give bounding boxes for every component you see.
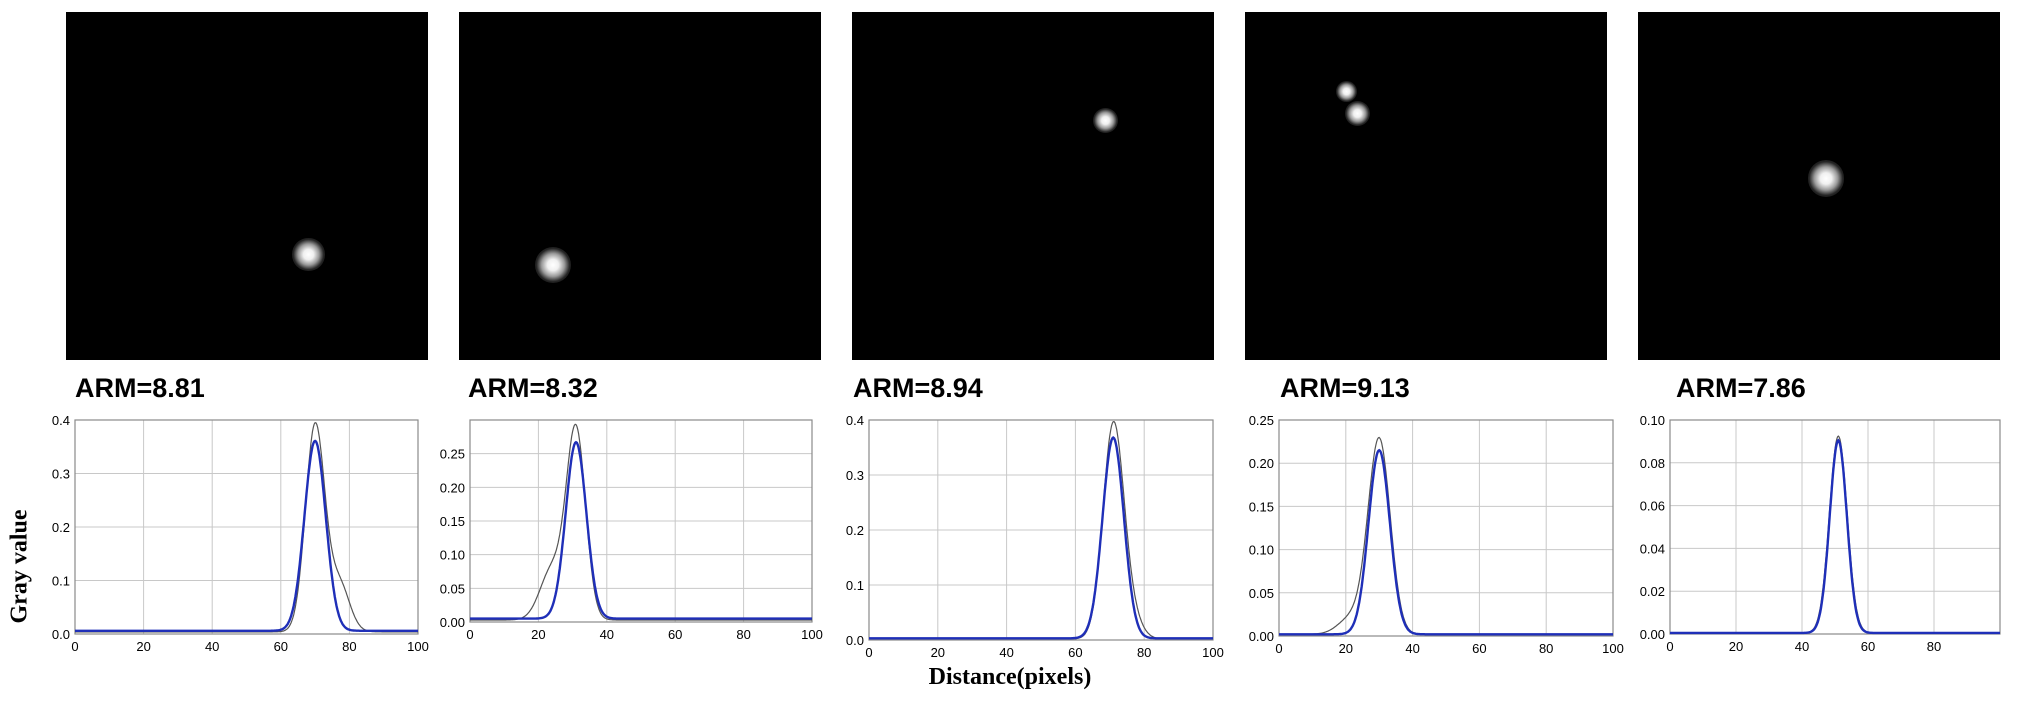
x-tick-label: 0 [865, 645, 872, 660]
fit-profile-line [75, 439, 418, 633]
plot-frame [469, 419, 813, 623]
x-tick-label: 80 [736, 627, 750, 642]
x-tick-label: 0 [1275, 641, 1282, 656]
fit-profile-line [1279, 448, 1613, 636]
y-tick-label: 0.3 [52, 467, 70, 482]
y-tick-label: 0.05 [440, 581, 465, 596]
spot-image-1 [66, 12, 428, 360]
profile-plot-4: 0 20 40 60 80 100 0.00 0.05 0.10 0.15 0.20 0.25 [1249, 413, 1624, 656]
y-tick-label: 0.0 [52, 627, 70, 642]
measured-profile-line [1279, 436, 1613, 635]
y-tick-label: 0.00 [1249, 629, 1274, 644]
x-tick-label: 20 [136, 639, 150, 654]
arm-label-1: ARM=8.81 [75, 373, 205, 403]
fit-profile-line [1670, 438, 2000, 635]
y-tick-label: 0.25 [440, 447, 465, 462]
spot-image-4 [1245, 12, 1607, 360]
x-axis-label: Distance(pixels) [928, 664, 1092, 690]
bright-spot [1344, 100, 1370, 127]
x-tick-label: 0 [1666, 639, 1673, 654]
y-tick-label: 0.08 [1640, 456, 1665, 471]
bright-spot [292, 238, 325, 271]
plot-frame [1278, 419, 1614, 637]
x-tick-label: 80 [1137, 645, 1151, 660]
bright-spot [535, 247, 572, 284]
x-tick-label: 20 [1339, 641, 1353, 656]
x-tick-label: 100 [1602, 641, 1624, 656]
y-tick-label: 0.20 [1249, 456, 1274, 471]
arm-label-2: ARM=8.32 [468, 373, 598, 403]
y-tick-label: 0.25 [1249, 413, 1274, 428]
x-tick-label: 0 [71, 639, 78, 654]
x-tick-label: 40 [205, 639, 219, 654]
y-tick-label: 0.06 [1640, 499, 1665, 514]
x-tick-label: 0 [466, 627, 473, 642]
x-tick-label: 40 [1405, 641, 1419, 656]
y-tick-label: 0.3 [846, 468, 864, 483]
x-tick-label: 40 [999, 645, 1013, 660]
plot-frame [1669, 419, 2001, 635]
x-tick-label: 40 [1795, 639, 1809, 654]
profile-plot-5: 0 20 40 60 80 0.00 0.02 0.04 0.06 0.08 0.10 [1640, 413, 2001, 654]
y-tick-label: 0.00 [1640, 627, 1665, 642]
y-tick-label: 0.4 [846, 413, 864, 428]
x-tick-label: 80 [1539, 641, 1553, 656]
y-tick-label: 0.15 [1249, 499, 1274, 514]
plot-frame [868, 419, 1214, 641]
x-tick-label: 60 [1472, 641, 1486, 656]
y-tick-label: 0.20 [440, 480, 465, 495]
y-tick-label: 0.05 [1249, 586, 1274, 601]
y-tick-label: 0.02 [1640, 584, 1665, 599]
spot-image-5 [1638, 12, 2000, 360]
x-tick-label: 80 [1927, 639, 1941, 654]
profile-plot-3: 0 20 40 60 80 100 0.0 0.1 0.2 0.3 0.4 [846, 413, 1224, 660]
spot-image-3 [852, 12, 1214, 360]
x-tick-label: 80 [342, 639, 356, 654]
y-tick-label: 0.1 [52, 574, 70, 589]
x-tick-label: 20 [931, 645, 945, 660]
x-tick-label: 20 [1729, 639, 1743, 654]
x-tick-label: 100 [801, 627, 823, 642]
fit-profile-line [869, 436, 1213, 640]
x-tick-label: 20 [531, 627, 545, 642]
y-tick-label: 0.15 [440, 514, 465, 529]
y-tick-label: 0.0 [846, 633, 864, 648]
arm-label-4: ARM=9.13 [1280, 373, 1410, 403]
arm-label-5: ARM=7.86 [1676, 373, 1806, 403]
y-tick-label: 0.10 [1249, 543, 1274, 558]
secondary-spot [1335, 80, 1358, 103]
spot-image-2 [459, 12, 821, 360]
x-tick-label: 60 [1068, 645, 1082, 660]
y-tick-label: 0.2 [846, 523, 864, 538]
x-tick-label: 100 [1202, 645, 1224, 660]
measured-profile-line [1670, 435, 2000, 634]
x-tick-label: 40 [600, 627, 614, 642]
y-axis-label: Gray value [6, 509, 33, 624]
bright-spot [1092, 107, 1119, 134]
y-tick-label: 0.10 [440, 548, 465, 563]
y-tick-label: 0.2 [52, 520, 70, 535]
bright-spot [1808, 160, 1845, 197]
profile-plot-2: 0 20 40 60 80 100 0.00 0.05 0.10 0.15 0.20 0.25 [440, 419, 823, 642]
profile-plot-1: 0 20 40 60 80 100 0.0 0.1 0.2 0.3 0.4 [52, 413, 429, 654]
y-tick-label: 0.00 [440, 615, 465, 630]
plot-frame [74, 419, 419, 635]
arm-label-3: ARM=8.94 [853, 373, 983, 403]
x-tick-label: 60 [274, 639, 288, 654]
y-tick-label: 0.1 [846, 578, 864, 593]
y-tick-label: 0.4 [52, 413, 70, 428]
x-tick-label: 60 [1861, 639, 1875, 654]
y-tick-label: 0.10 [1640, 413, 1665, 428]
y-tick-label: 0.04 [1640, 541, 1665, 556]
measured-profile-line [470, 423, 812, 621]
fit-profile-line [470, 440, 812, 620]
x-tick-label: 60 [668, 627, 682, 642]
x-tick-label: 100 [407, 639, 429, 654]
